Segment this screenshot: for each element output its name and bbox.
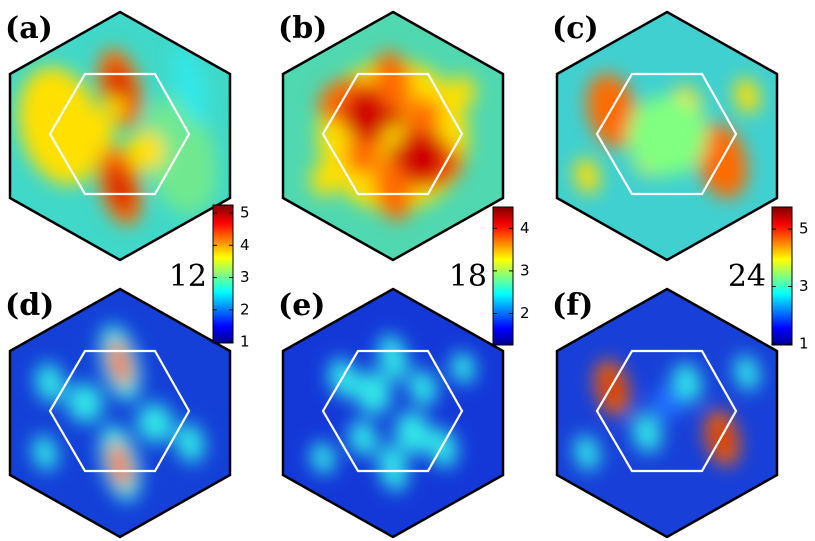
- colorbar-label: 12: [169, 259, 207, 294]
- hexagon-outline: [281, 10, 505, 262]
- colorbar: [492, 206, 514, 346]
- heat-blob: [354, 371, 392, 415]
- brillouin-zone: [48, 349, 191, 473]
- brillouin-zone: [595, 349, 738, 473]
- heatmap: [10, 289, 230, 537]
- heatmap-features: [32, 324, 205, 502]
- heatmap: [557, 12, 777, 260]
- heat-blob: [310, 442, 336, 474]
- heat-blob: [65, 106, 115, 156]
- heat-blob: [378, 444, 408, 492]
- heat-blob: [394, 411, 432, 455]
- panel-label: (b): [278, 11, 327, 46]
- heat-blob: [125, 131, 165, 171]
- panel-label: (f): [552, 288, 593, 323]
- heat-blob: [383, 126, 403, 146]
- heat-blob: [18, 67, 102, 185]
- heat-blob: [105, 96, 125, 116]
- heat-blob: [378, 334, 408, 382]
- heatmap: [557, 289, 777, 537]
- brillouin-zone: [48, 72, 191, 196]
- heat-blob: [651, 387, 683, 419]
- heatmap: [10, 12, 230, 260]
- heat-blob: [310, 165, 336, 197]
- heat-blob: [408, 370, 438, 406]
- colorbar-label: 18: [449, 259, 487, 294]
- heat-blob: [574, 158, 600, 194]
- heat-blob: [405, 98, 441, 134]
- brillouin-zone: [321, 72, 464, 196]
- heat-blob: [632, 413, 662, 453]
- heat-blob: [108, 441, 132, 489]
- colorbar-tick-label: 3: [520, 261, 530, 279]
- colorbar-tick-label: 5: [799, 220, 809, 238]
- heat-blob: [734, 355, 760, 391]
- heat-blob: [672, 363, 702, 403]
- heatmap-base: [283, 289, 503, 537]
- colorbar-tick-label: 1: [240, 333, 250, 351]
- brillouin-zone: [321, 349, 464, 473]
- hexagon-outline: [8, 10, 232, 262]
- heatmap-base: [10, 289, 230, 537]
- heat-blob: [348, 420, 378, 456]
- colorbar: [771, 206, 793, 346]
- heat-blob: [373, 161, 413, 221]
- heat-blob: [603, 372, 621, 404]
- colorbar-label: 24: [728, 259, 766, 294]
- colorbar: [212, 204, 234, 344]
- colorbar-tick-label: 1: [799, 334, 809, 352]
- colorbar-tick-label: 2: [520, 304, 530, 322]
- heatmap: [283, 289, 503, 537]
- panel-label: (e): [278, 288, 325, 323]
- heat-blob: [734, 78, 760, 114]
- brillouin-zone: [595, 72, 738, 196]
- hexagon-outline: [8, 287, 232, 539]
- heat-blob: [32, 435, 58, 471]
- hexagon-outline: [555, 287, 779, 539]
- heat-blob: [108, 164, 132, 212]
- heat-blob: [713, 422, 731, 454]
- heatmap: [283, 12, 503, 260]
- heat-blob: [66, 383, 104, 423]
- panel-label: (d): [5, 288, 54, 323]
- panel-label: (c): [552, 11, 599, 46]
- heat-blob: [450, 352, 476, 384]
- colorbar-tick-label: 2: [240, 300, 250, 318]
- heat-blob: [175, 423, 205, 463]
- heat-blob: [142, 97, 218, 215]
- heat-blob: [172, 47, 208, 125]
- colorbar-tick-label: 3: [799, 277, 809, 295]
- colorbar-tick-label: 4: [520, 219, 530, 237]
- heat-blob: [35, 363, 65, 403]
- colorbar-tick-label: 5: [240, 204, 250, 222]
- heat-blob: [574, 435, 600, 471]
- heatmap-features: [310, 51, 476, 221]
- heatmap-features: [18, 47, 218, 225]
- colorbar-tick-label: 4: [240, 236, 250, 254]
- heat-blob: [136, 403, 174, 443]
- hexagon-outline: [281, 287, 505, 539]
- heat-blob: [373, 51, 413, 111]
- panel-label: (a): [5, 11, 53, 46]
- heat-blob: [627, 96, 707, 176]
- hexagon-outline: [555, 10, 779, 262]
- heat-blob: [450, 75, 476, 107]
- heat-blob: [345, 138, 381, 174]
- colorbar-tick-label: 3: [240, 268, 250, 286]
